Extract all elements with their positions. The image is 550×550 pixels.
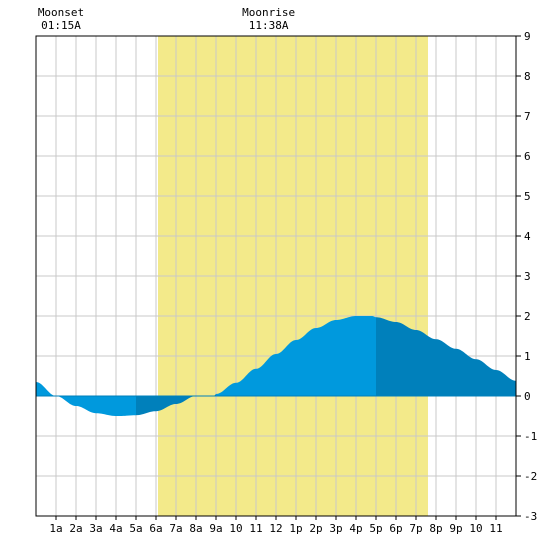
y-tick-label: 2: [524, 310, 531, 323]
x-tick-label: 4a: [109, 522, 122, 535]
plot-frame: [35, 35, 517, 517]
y-tick-label: 5: [524, 190, 531, 203]
y-axis: -3 -2 -1 0 1 2 3 4 5 6 7 8 9: [516, 30, 537, 523]
y-tick-label: 8: [524, 70, 531, 83]
x-tick-label: 9p: [449, 522, 462, 535]
tide-segment: [376, 317, 516, 396]
y-tick-label: 0: [524, 390, 531, 403]
y-tick-label: 1: [524, 350, 531, 363]
x-tick-label: 9a: [209, 522, 222, 535]
x-tick-label: 8a: [189, 522, 202, 535]
y-tick-label: -1: [524, 430, 537, 443]
moon-event-label: Moonset: [38, 6, 84, 19]
x-tick-label: 2a: [69, 522, 82, 535]
x-tick-label: 1p: [289, 522, 302, 535]
y-tick-label: 6: [524, 150, 531, 163]
x-tick-label: 5a: [129, 522, 142, 535]
x-tick-label: 7p: [409, 522, 422, 535]
x-tick-label: 10: [229, 522, 242, 535]
x-tick-label: 6p: [389, 522, 402, 535]
x-tick-label: 3p: [329, 522, 342, 535]
x-tick-label: 11: [489, 522, 502, 535]
y-tick-label: 7: [524, 110, 531, 123]
grid: [36, 35, 516, 517]
x-tick-label: 5p: [369, 522, 382, 535]
x-tick-label: 8p: [429, 522, 442, 535]
y-tick-label: -3: [524, 510, 537, 523]
y-tick-label: 9: [524, 30, 531, 43]
tide-segment: [136, 394, 216, 416]
y-tick-label: 3: [524, 270, 531, 283]
tide-segment: [36, 382, 136, 416]
moon-event-label: Moonrise: [242, 6, 295, 19]
x-tick-label: 4p: [349, 522, 362, 535]
x-tick-label: 6a: [149, 522, 162, 535]
x-tick-label: 2p: [309, 522, 322, 535]
x-axis: 1a 2a 3a 4a 5a 6a 7a 8a 9a 10 11 12 1p 2p 3p 4p 5p 6p 7p 8p…: [49, 516, 503, 535]
x-tick-label: 1a: [49, 522, 62, 535]
moon-event-time: 01:15A: [41, 19, 81, 32]
x-tick-label: 12: [269, 522, 282, 535]
x-tick-label: 3a: [89, 522, 102, 535]
tide-segment: [216, 316, 376, 396]
y-tick-label: 4: [524, 230, 531, 243]
x-tick-label: 11: [249, 522, 262, 535]
x-tick-label: 10: [469, 522, 482, 535]
moon-event-time: 11:38A: [249, 19, 289, 32]
x-tick-label: 7a: [169, 522, 182, 535]
tide-area: [36, 316, 516, 416]
y-tick-label: -2: [524, 470, 537, 483]
